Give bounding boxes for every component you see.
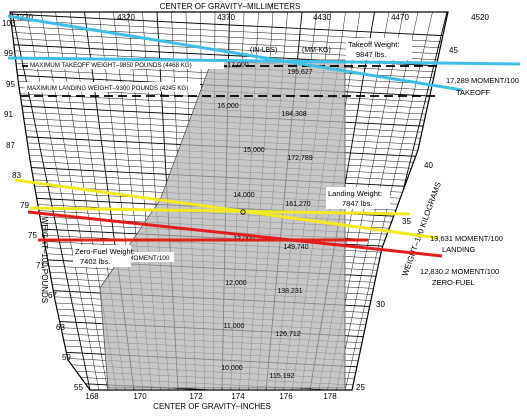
landing-callout-title: Landing Weight: — [328, 189, 382, 198]
lbs-tick-label: 55 — [74, 383, 83, 392]
kg-tick-label: 45 — [449, 46, 458, 55]
cg-point-marker — [240, 209, 246, 215]
lbs-tick-label: 71 — [36, 261, 45, 270]
kg-tick-label: 35 — [402, 217, 411, 226]
takeoff-tag: TAKEOFF — [456, 88, 490, 97]
lbs-tick-labels: 103 99 95 91 87 83 79 75 71 67 63 59 55 — [2, 19, 83, 392]
inch-tick-labels: 168 170 172 174 176 178 — [85, 392, 337, 401]
row-moment: 184,308 — [281, 111, 306, 118]
chart-frame — [9, 11, 449, 391]
mm-tick-label: 4320 — [117, 13, 135, 22]
takeoff-callout-title: Takeoff Weight: — [348, 40, 399, 49]
row-moment: 126,712 — [275, 331, 300, 338]
landing-tag: LANDING — [442, 245, 476, 254]
row-moment: 172,789 — [287, 155, 312, 162]
kg-tick-labels: 45 40 35 30 25 — [356, 46, 458, 392]
landing-moment-label: 13,631 MOMENT/100 — [430, 234, 503, 243]
lbs-tick-label: 59 — [62, 353, 71, 362]
lbs-tick-label: 79 — [20, 201, 29, 210]
row-weight: 11,000 — [224, 323, 245, 330]
takeoff-callout-value: 9847 lbs. — [356, 50, 386, 59]
inch-tick-label: 170 — [133, 392, 147, 401]
landing-callout-box — [326, 187, 390, 209]
max-landing-label-bg — [25, 82, 200, 92]
zero-fuel-tag: ZERO-FUEL — [432, 278, 475, 287]
row-weight: 15,000 — [243, 147, 265, 154]
cg-grid-line — [11, 11, 91, 391]
header-mm-kg: (MM-KG) — [302, 47, 331, 54]
landing-line — [14, 178, 439, 240]
lbs-tick-label: 63 — [56, 323, 65, 332]
inch-tick-label: 172 — [189, 392, 203, 401]
lbs-tick-label: 99 — [4, 49, 13, 58]
mm-tick-label: 4520 — [471, 13, 489, 22]
cg-grid-line — [26, 11, 100, 391]
envelope-rows: 17,000 195,627 16,000 184,308 15,000 172… — [217, 62, 312, 380]
moment-marker-bg — [126, 252, 174, 262]
max-takeoff-label: MAXIMUM TAKEOFF WEIGHT–9850 POUNDS (4468… — [30, 62, 192, 69]
inch-tick-label: 178 — [323, 392, 337, 401]
takeoff-line — [7, 14, 463, 92]
row-moment: 195,627 — [287, 69, 312, 76]
zero-fuel-callout-box — [73, 245, 131, 267]
lbs-tick-label: 67 — [48, 291, 57, 300]
mm-tick-label: 4370 — [217, 13, 235, 22]
mm-tick-label: 4430 — [313, 13, 331, 22]
top-axis-title: CENTER OF GRAVITY–MILLIMETERS — [160, 2, 301, 11]
mm-tick-label: 4470 — [391, 13, 409, 22]
header-in-lbs: (IN-LBS) — [250, 47, 277, 54]
weight-grid-line — [9, 13, 451, 37]
row-moment: 115,192 — [270, 373, 295, 380]
cg-grid-line — [40, 11, 108, 391]
max-landing-label: MAXIMUM LANDING WEIGHT–9300 POUNDS (4245… — [27, 85, 188, 92]
moment-marker: MOMENT/100 — [128, 255, 170, 262]
row-weight: 12,000 — [225, 280, 247, 287]
landing-callout-value: 7847 lbs. — [342, 199, 372, 208]
max-takeoff-label-bg — [28, 59, 224, 69]
landing-weight-line — [29, 206, 411, 216]
row-moment: 149,740 — [283, 244, 308, 251]
lbs-tick-label: 95 — [6, 80, 15, 89]
row-moment: 161,270 — [285, 201, 310, 208]
bottom-axis-title: CENTER OF GRAVITY–INCHES — [153, 402, 271, 411]
inch-tick-label: 176 — [279, 392, 293, 401]
row-weight: 10,000 — [221, 365, 243, 372]
lbs-tick-label: 87 — [6, 141, 15, 150]
takeoff-callout-box — [346, 38, 412, 60]
lbs-tick-label: 75 — [28, 231, 37, 240]
zero-fuel-line — [27, 210, 443, 258]
lbs-tick-label: 91 — [4, 110, 13, 119]
kg-tick-label: 40 — [424, 161, 433, 170]
kg-tick-label: 25 — [356, 383, 365, 392]
lbs-tick-label: 83 — [12, 171, 21, 180]
row-moment: 138,231 — [277, 288, 302, 295]
zero-fuel-callout-value: 7402 lbs. — [80, 257, 110, 266]
inch-tick-label: 168 — [85, 392, 99, 401]
takeoff-moment-label: 17,289 MOMENT/100 — [446, 76, 519, 85]
zero-fuel-moment-label: 12,830.2 MOMENT/100 — [420, 267, 499, 276]
row-weight: 14,000 — [233, 192, 255, 199]
left-axis-title: WEIGHT–100 POUNDS — [40, 217, 49, 303]
inch-tick-label: 174 — [231, 392, 245, 401]
zero-fuel-callout-title: Zero-Fuel Weight: — [75, 247, 135, 256]
row-weight: 16,000 — [217, 103, 239, 110]
lbs-tick-label: 103 — [2, 19, 16, 28]
takeoff-weight-line — [7, 56, 521, 66]
kg-tick-label: 30 — [376, 300, 385, 309]
